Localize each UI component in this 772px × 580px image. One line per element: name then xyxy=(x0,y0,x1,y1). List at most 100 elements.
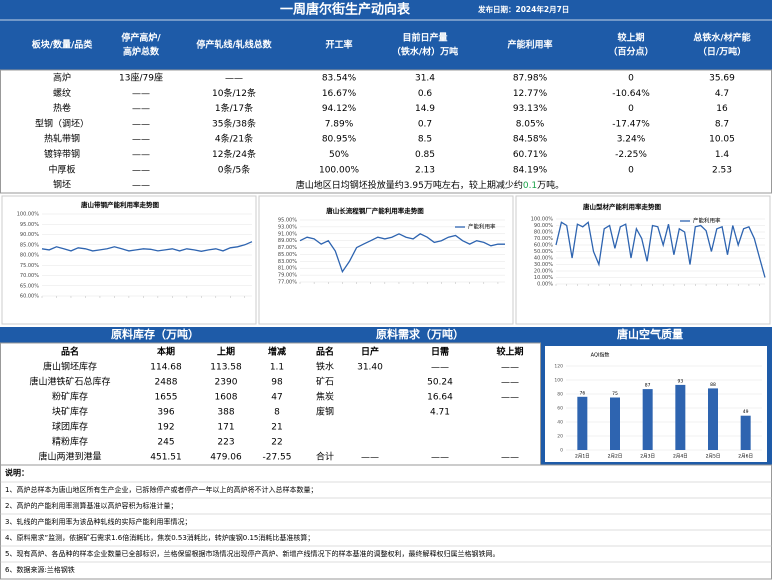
column-header: （日/万吨） xyxy=(698,46,746,58)
cell: 合计 xyxy=(316,451,334,463)
cell: 84.19% xyxy=(513,165,548,175)
column-header: 板块/数量/品类 xyxy=(32,39,94,51)
column-header: 产能利用率 xyxy=(507,39,552,51)
y-tick-label: 20.00% xyxy=(534,269,553,275)
cell: —— xyxy=(361,453,379,463)
y-tick-label: 0 xyxy=(560,448,563,454)
cell: 2.53 xyxy=(712,165,732,175)
note: 4、原料需求”监测，依据矿石需求1.6倍消耗比，焦炭0.53消耗比，转炉废钢0.… xyxy=(5,533,314,542)
column-header: 品名 xyxy=(316,346,334,358)
column-header: 停产轧线/轧线总数 xyxy=(196,39,272,51)
y-tick-label: 60.00% xyxy=(534,243,553,249)
cell: 21 xyxy=(271,423,282,433)
y-tick-label: 65.00% xyxy=(20,283,39,289)
chart-title: 唐山带钢产能利用率走势图 xyxy=(81,200,160,209)
y-tick-label: 75.00% xyxy=(20,263,39,269)
cell: 唐山港铁矿石总库存 xyxy=(29,376,110,388)
cell: —— xyxy=(501,453,519,463)
cell: 50.24 xyxy=(427,378,453,388)
cell: 2488 xyxy=(155,378,178,388)
y-tick-label: 30.00% xyxy=(534,262,553,268)
cell: -10.64% xyxy=(612,89,650,99)
y-tick-label: 91.00% xyxy=(278,231,297,237)
cell: —— xyxy=(132,135,150,145)
cell: 8.7 xyxy=(715,119,729,129)
cell: 93.13% xyxy=(513,104,548,114)
bar xyxy=(577,396,588,450)
cell: 螺纹 xyxy=(53,87,71,99)
note: 5、现有高炉、各品种的样本企业数量已全部标识，兰格保留根据市场情况出现停产高炉、… xyxy=(5,549,499,558)
cell: 4.7 xyxy=(715,89,729,99)
cell: 223 xyxy=(217,438,234,448)
cell: 87.98% xyxy=(513,74,548,84)
cell: 0 xyxy=(628,104,634,114)
cell: 60.71% xyxy=(513,150,548,160)
cell: 0.85 xyxy=(415,150,435,160)
cell: 8 xyxy=(274,408,280,418)
cell: —— xyxy=(431,363,449,373)
note-part: 0.1 xyxy=(523,181,537,191)
value-label: 93 xyxy=(677,378,683,384)
y-tick-label: 95.00% xyxy=(20,222,39,228)
cell: 14.9 xyxy=(415,104,435,114)
value-label: 49 xyxy=(743,409,749,415)
y-tick-label: 40 xyxy=(557,420,563,426)
y-tick-label: 95.00% xyxy=(278,218,297,224)
y-tick-label: 70.00% xyxy=(20,273,39,279)
cell: 35.69 xyxy=(709,74,735,84)
column-header: （百分点） xyxy=(608,46,653,58)
y-tick-label: 81.00% xyxy=(278,266,297,272)
cell: 31.4 xyxy=(415,74,435,84)
column-header: 较上期 xyxy=(617,32,644,44)
cell: 16 xyxy=(716,104,728,114)
chart-panel xyxy=(258,195,514,325)
cell: 83.54% xyxy=(322,74,357,84)
note: 6、数据来源:兰格钢铁 xyxy=(5,565,75,574)
y-tick-label: 80 xyxy=(557,392,563,398)
cell: 块矿库存 xyxy=(52,406,88,418)
column-header: 开工率 xyxy=(325,39,352,51)
cell: 精粉库存 xyxy=(52,436,88,448)
column-header: 日需 xyxy=(431,347,449,358)
cell: 4.71 xyxy=(430,408,450,418)
cell: 唐山两港到港量 xyxy=(38,451,101,463)
cell: 1条/17条 xyxy=(215,102,253,114)
cell: 80.95% xyxy=(322,135,357,145)
y-tick-label: 83.00% xyxy=(278,259,297,265)
cell: —— xyxy=(132,119,150,129)
cell: 高炉 xyxy=(53,72,71,84)
x-tick-label: 2月4日 xyxy=(673,454,688,460)
y-tick-label: 79.00% xyxy=(278,273,297,279)
cell: -17.47% xyxy=(612,119,650,129)
legend-label: 产能利用率 xyxy=(468,223,496,231)
y-tick-label: 85.00% xyxy=(278,252,297,258)
cell: 1608 xyxy=(215,393,238,403)
note: 1、高炉总样本为唐山地区所有生产企业，已拆除停产或者停产一年以上的高炉将不计入总… xyxy=(5,485,317,494)
cell: 50% xyxy=(329,150,349,160)
y-tick-label: 90.00% xyxy=(20,232,39,238)
cell: 1.4 xyxy=(715,150,730,160)
column-header: 总铁水/材产能 xyxy=(693,32,750,44)
cell: 0条/5条 xyxy=(218,163,251,175)
cell: -2.25% xyxy=(615,150,647,160)
bar xyxy=(610,397,620,450)
cell: 粉矿库存 xyxy=(52,391,88,403)
cell: 13座/79座 xyxy=(119,72,163,84)
x-tick-label: 2月5日 xyxy=(706,454,721,460)
y-tick-label: 85.00% xyxy=(20,242,39,248)
cell: 铁水 xyxy=(316,361,334,373)
column-header: 目前日产量 xyxy=(402,32,447,44)
y-tick-label: 90.00% xyxy=(534,223,553,229)
note: 3、轧线的产能利用率为该品种轧线的实际产能利用率情况； xyxy=(5,517,191,526)
value-label: 88 xyxy=(710,382,716,388)
section-title: 唐山空气质量 xyxy=(617,327,683,341)
cell: 245 xyxy=(157,438,174,448)
legend-label: 产能利用率 xyxy=(693,217,721,225)
cell: 0.7 xyxy=(418,119,432,129)
column-header: 本期 xyxy=(157,346,175,358)
cell: 0 xyxy=(628,165,634,175)
cell: 镀锌带钢 xyxy=(44,148,80,160)
cell: 479.06 xyxy=(210,453,242,463)
bar xyxy=(675,384,686,450)
x-tick-label: 2月2日 xyxy=(608,454,623,460)
